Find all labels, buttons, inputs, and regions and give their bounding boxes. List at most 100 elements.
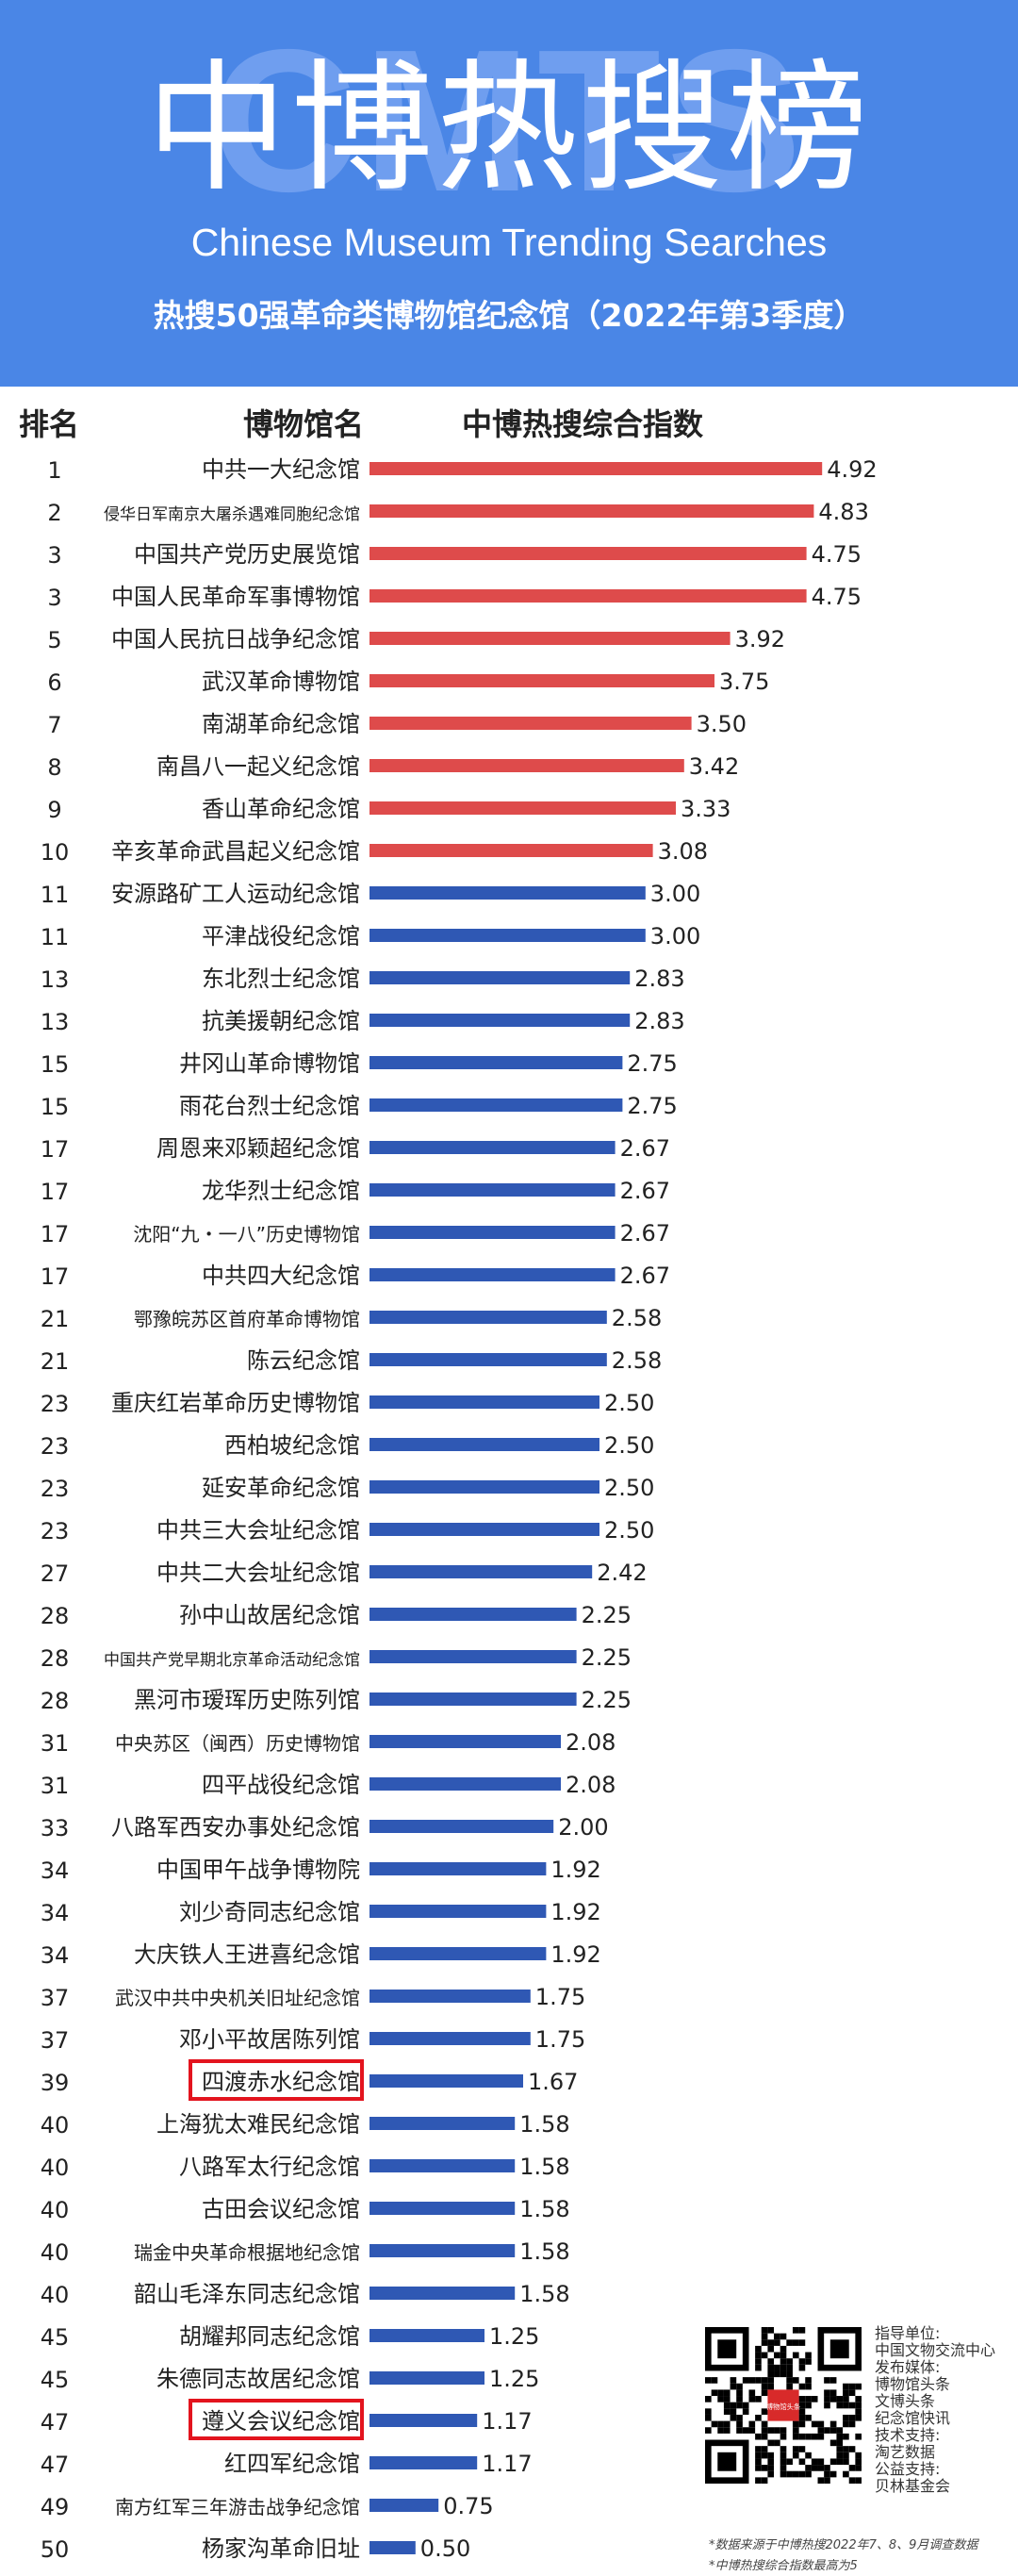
rank-label: 31 [41, 1730, 70, 1757]
museum-name-label: 朱德同志故居纪念馆 [156, 2366, 360, 2392]
name-column-header: 博物馆名 [243, 406, 365, 442]
museum-name-label: 武汉中共中央机关旧址纪念馆 [115, 1987, 360, 2009]
rank-label: 23 [41, 1518, 70, 1544]
bar [369, 971, 631, 984]
rank-label: 47 [41, 2409, 70, 2436]
bar [369, 1862, 547, 1875]
rank-label: 7 [47, 712, 61, 738]
bar [369, 589, 807, 603]
bar [369, 2414, 478, 2427]
museum-name-label: 侵华日军南京大屠杀遇难同胞纪念馆 [104, 504, 360, 524]
bar [369, 2244, 516, 2257]
value-label: 2.83 [634, 966, 684, 992]
museum-name-label: 周恩来邓颖超纪念馆 [156, 1135, 360, 1162]
value-label: 1.58 [519, 2111, 569, 2138]
bar [369, 886, 646, 900]
museum-name-label: 重庆红岩革命历史博物馆 [111, 1390, 360, 1416]
rank-label: 21 [41, 1306, 70, 1332]
rank-label: 27 [41, 1560, 70, 1587]
value-label: 2.50 [604, 1517, 654, 1544]
watermark-logo: CMTS [210, 7, 808, 234]
bar [369, 1480, 599, 1494]
value-label: 1.17 [482, 2408, 532, 2435]
value-label: 3.92 [735, 626, 785, 652]
bar [369, 717, 692, 730]
museum-name-label: 中央苏区（闽西）历史博物馆 [115, 1732, 360, 1755]
museum-name-label: 南湖革命纪念馆 [202, 711, 360, 737]
value-label: 2.25 [582, 1644, 632, 1671]
museum-name-label: 上海犹太难民纪念馆 [156, 2111, 360, 2138]
value-label: 1.58 [519, 2196, 569, 2222]
museum-name-label: 辛亥革命武昌起义纪念馆 [111, 838, 360, 865]
rank-label: 15 [41, 1051, 70, 1078]
museum-name-label: 西柏坡纪念馆 [224, 1432, 360, 1459]
value-label: 1.58 [519, 2238, 569, 2265]
qr-code-icon: 博物馆头条 [705, 2327, 862, 2484]
museum-name-label: 遵义会议纪念馆 [202, 2408, 360, 2435]
bar [369, 1608, 577, 1621]
rank-label: 34 [41, 1858, 70, 1884]
value-label: 3.00 [650, 923, 700, 949]
bar [369, 1565, 593, 1578]
museum-name-label: 东北烈士纪念馆 [202, 966, 360, 992]
value-label: 3.50 [697, 711, 747, 737]
museum-name-label: 中国人民革命军事博物馆 [111, 584, 360, 610]
museum-name-label: 刘少奇同志纪念馆 [179, 1899, 360, 1925]
value-label: 0.50 [420, 2535, 470, 2562]
bar [369, 929, 646, 942]
bar [369, 1438, 599, 1451]
value-label: 3.42 [689, 753, 739, 780]
bar [369, 1523, 599, 1536]
value-label: 4.75 [812, 584, 862, 610]
bar [369, 2329, 484, 2342]
value-label: 4.75 [812, 541, 862, 568]
value-label: 3.33 [681, 796, 731, 822]
museum-name-label: 红四军纪念馆 [224, 2451, 360, 2477]
rank-label: 23 [41, 1391, 70, 1417]
value-label: 2.08 [566, 1772, 616, 1798]
bar [369, 844, 653, 857]
museum-name-label: 中共二大会址纪念馆 [156, 1560, 360, 1586]
bar [369, 1990, 531, 2003]
rank-label: 1 [47, 457, 61, 484]
museum-name-label: 沈阳“九・一八”历史博物馆 [133, 1223, 360, 1246]
value-column-header: 中博热搜综合指数 [462, 406, 704, 442]
rank-label: 45 [41, 2367, 70, 2393]
value-label: 3.08 [658, 838, 708, 865]
rank-label: 49 [41, 2494, 70, 2520]
bar [369, 1735, 562, 1748]
bar [369, 1226, 616, 1239]
value-label: 2.67 [620, 1220, 670, 1247]
museum-name-label: 胡耀邦同志纪念馆 [179, 2323, 360, 2350]
rank-label: 34 [41, 1900, 70, 1926]
value-label: 1.17 [482, 2451, 532, 2477]
rank-label: 17 [41, 1221, 70, 1247]
rank-label: 21 [41, 1348, 70, 1375]
bar [369, 632, 731, 645]
museum-name-label: 鄂豫皖苏区首府革命博物馆 [134, 1308, 360, 1330]
museum-name-label: 中共三大会址纪念馆 [156, 1517, 360, 1544]
sponsor-info: 指导单位: 中国文物交流中心 发布媒体: 博物馆头条 文博头条 纪念馆快讯 技术… [875, 2324, 996, 2495]
rank-label: 17 [41, 1263, 70, 1290]
rank-column-header: 排名 [19, 406, 80, 442]
museum-name-label: 陈云纪念馆 [247, 1347, 360, 1374]
rank-label: 17 [41, 1136, 70, 1163]
museum-name-label: 大庆铁人王进喜纪念馆 [134, 1941, 360, 1968]
rank-label: 9 [47, 797, 61, 823]
bar [369, 2159, 516, 2172]
rank-label: 40 [41, 2239, 70, 2266]
rank-label: 3 [47, 542, 61, 569]
bar [369, 1395, 599, 1409]
rank-label: 34 [41, 1942, 70, 1969]
bar [369, 2287, 516, 2300]
museum-name-label: 古田会议纪念馆 [202, 2196, 360, 2222]
value-label: 2.50 [604, 1390, 654, 1416]
museum-name-label: 孙中山故居纪念馆 [179, 1602, 360, 1628]
bar [369, 2202, 516, 2215]
bar [369, 1183, 616, 1197]
rank-label: 28 [41, 1645, 70, 1672]
rank-label: 15 [41, 1094, 70, 1120]
bar [369, 462, 823, 475]
rank-label: 11 [41, 882, 70, 908]
museum-name-label: 黑河市瑷珲历史陈列馆 [134, 1687, 360, 1713]
